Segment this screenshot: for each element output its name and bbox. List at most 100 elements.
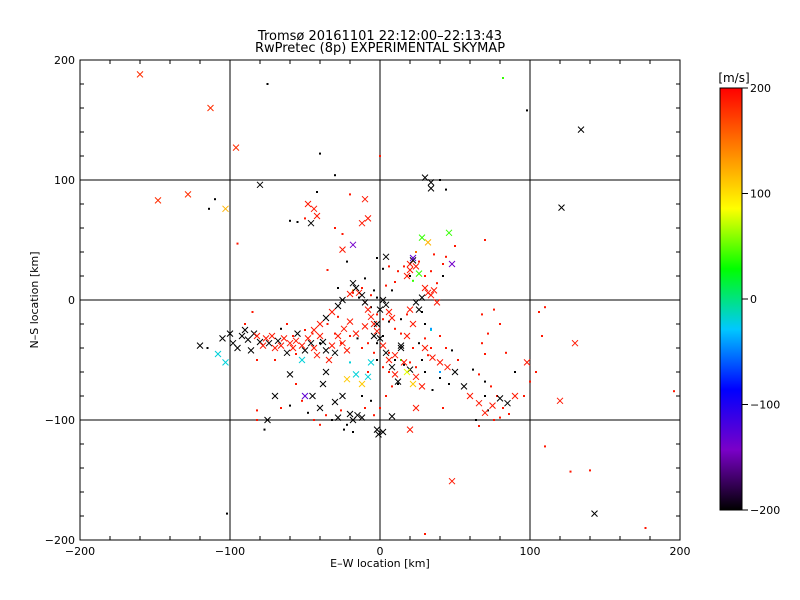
data-point-dot: [442, 263, 444, 265]
data-point-dot: [301, 399, 303, 402]
data-point-cross: [328, 342, 336, 349]
data-point-cross: [286, 339, 294, 347]
data-point-cross: [556, 397, 564, 405]
data-point-cross: [427, 185, 435, 192]
data-point-dot: [481, 313, 483, 316]
data-point-dot: [439, 179, 441, 181]
data-point-cross: [391, 351, 399, 359]
data-point-dot: [356, 337, 359, 340]
data-point-cross: [222, 359, 229, 366]
data-point-cross: [496, 395, 504, 402]
data-point-dot: [478, 373, 480, 376]
data-point-dot: [589, 469, 591, 472]
data-point-dot: [400, 318, 402, 321]
data-point-cross: [349, 241, 357, 249]
data-point-dot: [454, 245, 456, 247]
data-point-cross: [394, 378, 402, 385]
data-point-dot: [256, 409, 258, 412]
x-tick-label: −200: [65, 545, 95, 558]
data-point-dot: [289, 219, 291, 222]
data-point-dot: [394, 327, 396, 330]
data-point-dot: [442, 407, 444, 409]
data-point-cross: [207, 104, 214, 112]
data-point-cross: [310, 344, 318, 352]
data-point-cross: [421, 174, 429, 181]
data-point-dot: [352, 291, 354, 294]
data-point-cross: [309, 392, 316, 400]
data-point-dot: [304, 329, 306, 331]
data-point-dot: [256, 359, 258, 361]
data-point-cross: [385, 356, 393, 364]
data-point-dot: [376, 359, 378, 361]
data-point-dot: [319, 423, 321, 426]
chart-title: Tromsø 20161101 22:12:00–22:13:43: [257, 29, 503, 44]
data-point-dot: [430, 347, 432, 349]
data-point-cross: [367, 313, 375, 321]
data-point-dot: [406, 313, 408, 316]
data-point-cross: [418, 294, 426, 301]
data-point-cross: [268, 332, 276, 340]
x-tick-label: 0: [377, 545, 384, 558]
y-tick-label: 100: [54, 174, 75, 187]
data-point-cross: [397, 344, 405, 352]
data-point-dot: [502, 77, 504, 79]
data-point-dot: [274, 359, 276, 361]
data-point-dot: [340, 409, 342, 412]
data-point-cross: [274, 337, 282, 345]
data-point-dot: [493, 419, 495, 421]
data-point-dot: [361, 287, 363, 289]
data-point-dot: [433, 253, 435, 256]
data-point-dot: [424, 323, 426, 325]
data-point-dot: [331, 419, 333, 421]
data-point-cross: [319, 338, 327, 346]
data-point-cross: [301, 392, 309, 400]
data-point-cross: [280, 335, 288, 342]
data-point-cross: [339, 296, 346, 304]
data-point-dot: [430, 327, 432, 330]
data-point-cross: [277, 342, 285, 349]
data-point-cross: [294, 330, 301, 337]
data-point-cross: [214, 350, 222, 358]
data-point-dot: [439, 371, 441, 373]
data-point-cross: [409, 380, 417, 388]
data-point-dot: [424, 371, 426, 373]
data-point-dot: [364, 277, 366, 280]
data-point-cross: [219, 335, 226, 342]
data-point-dot: [337, 315, 339, 318]
data-point-cross: [313, 351, 321, 359]
data-point-cross: [352, 284, 360, 292]
data-point-cross: [427, 179, 435, 186]
data-point-dot: [289, 404, 291, 407]
x-tick-label: −100: [215, 545, 245, 558]
data-point-cross: [271, 344, 279, 352]
data-point-cross: [349, 279, 357, 287]
data-point-dot: [376, 296, 378, 299]
data-point-cross: [241, 326, 249, 334]
data-point-dot: [388, 320, 390, 323]
data-point-dot: [376, 313, 378, 316]
data-point-cross: [361, 299, 369, 306]
data-point-cross: [379, 428, 387, 436]
data-point-cross: [316, 332, 324, 340]
data-point-dot: [478, 425, 480, 427]
data-point-dot: [514, 371, 516, 373]
data-point-dot: [346, 423, 348, 426]
data-point-cross: [304, 200, 312, 208]
y-axis-label: N–S location [km]: [28, 251, 41, 348]
data-point-cross: [376, 306, 384, 313]
data-point-dot: [484, 239, 486, 241]
data-point-cross: [286, 371, 294, 378]
data-point-dot: [379, 155, 381, 157]
data-point-dot: [448, 383, 450, 385]
data-point-dot: [349, 193, 351, 196]
data-point-dot: [403, 363, 405, 366]
y-tick-label: 0: [68, 294, 75, 307]
data-point-cross: [247, 347, 255, 354]
data-point-dot: [523, 395, 525, 397]
data-point-dot: [349, 361, 351, 364]
data-point-cross: [388, 363, 396, 371]
data-point-cross: [352, 371, 360, 378]
data-point-dot: [266, 83, 269, 85]
data-point-cross: [489, 402, 496, 409]
data-point-cross: [571, 339, 579, 347]
